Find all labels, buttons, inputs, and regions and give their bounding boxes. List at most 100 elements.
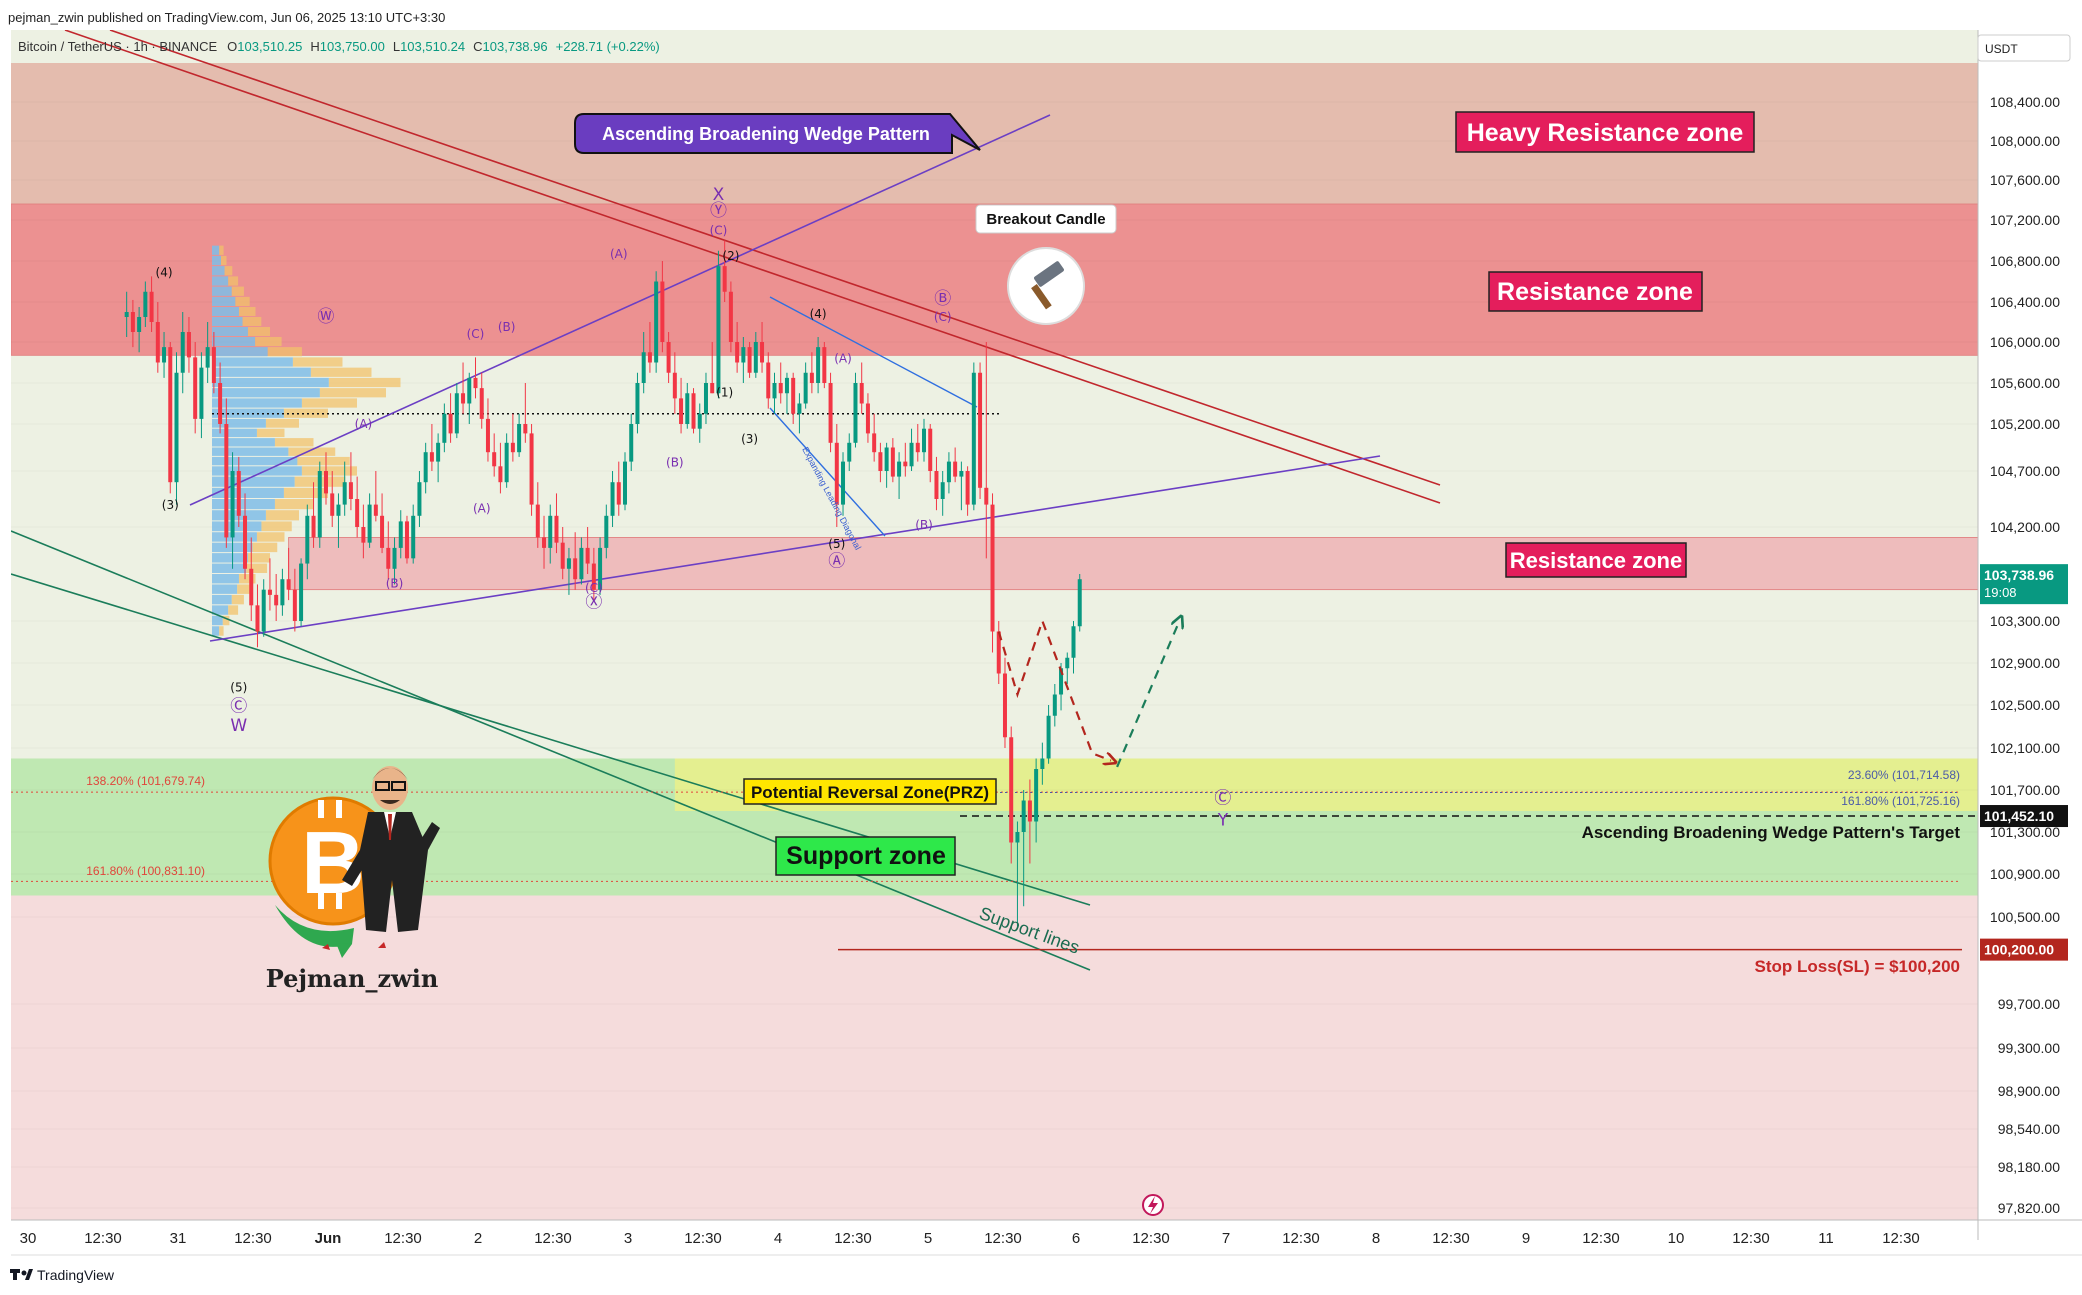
wedge-title: Ascending Broadening Wedge Pattern [602,124,930,144]
candle-body [872,433,877,453]
candle-body [1052,694,1057,716]
price-tick-label: 107,600.00 [1990,172,2060,188]
candle-body [510,442,515,453]
tradingview-brand: TradingView [37,1267,115,1283]
svg-text:USDT: USDT [1985,42,2018,56]
volume-bar-up [212,418,266,428]
currency-button[interactable]: USDT [1977,34,2071,62]
fib-138-label: 138.20% (101,679.74) [86,774,205,788]
volume-bar-down [301,466,357,476]
wave-label: (C) [585,581,603,595]
volume-bar-up [212,605,229,615]
volume-bar-up [212,398,302,408]
volume-bar-up [212,456,298,466]
candle-body [292,589,297,621]
candle-body [205,347,210,368]
volume-bar-up [212,574,239,584]
candle-body [772,383,777,399]
price-scale[interactable]: 108,400.00 108,000.00 107,600.00 107,200.00… [1977,30,2082,1240]
wave-label: (C) [467,327,485,341]
wave-label: (A) [834,352,852,366]
candle-body [162,347,167,363]
volume-bar-down [219,245,224,255]
candle-body [629,424,634,462]
volume-bar-up [212,367,311,377]
volume-bar-down [265,510,299,521]
candle-body [959,471,964,477]
svg-text:Resistance zone: Resistance zone [1510,548,1682,573]
candle-body [809,372,814,383]
candle-body [398,521,403,548]
wave-label: (A) [473,501,491,515]
time-tick-label: 31 [170,1230,187,1247]
volume-bar-up [212,594,232,605]
candle-body [1002,673,1007,738]
candle-body [186,332,191,358]
candle-body [535,504,540,538]
volume-bar-down [219,626,224,636]
volume-bar-down [283,408,328,418]
candle-body [984,487,989,505]
time-tick-label: 12:30 [384,1230,422,1247]
time-axis[interactable]: 30 12:30 31 12:30 Jun 12:30 2 12:30 3 12:30 4 12:30… [11,1219,2082,1256]
candle-body [168,347,173,483]
wave-label: (5) [230,680,247,694]
bearish-path [997,617,1111,761]
volume-bar-up [212,487,284,498]
candle-body [747,347,752,373]
candle-body [305,515,310,564]
hammer-icon [1031,261,1064,310]
tradingview-logo[interactable]: TradingView [10,1267,115,1283]
volume-bar-up [212,286,232,296]
candle-body [841,461,846,505]
candle-body [940,482,945,499]
volume-bar-down [235,296,250,306]
volume-bar-up [212,626,220,636]
candle-body [286,579,291,590]
event-flash-icon[interactable] [1142,1194,1164,1216]
time-tick-label: 12:30 [984,1230,1022,1247]
candle-body [517,424,522,453]
candle-body [610,482,615,516]
time-tick-label: 12:30 [84,1230,122,1247]
volume-bar-down [247,553,270,563]
volume-profile [212,245,1000,636]
wave-label: W [230,716,247,736]
wave-label: (A) [610,247,628,261]
time-tick-label: 4 [774,1230,782,1247]
volume-bar-up [212,296,236,306]
candle-body [485,418,490,453]
projection-paths [997,617,1180,768]
symbol-info[interactable]: Bitcoin / TetherUS · 1h · BINANCE O103,51… [18,39,660,54]
candle-body [928,428,933,471]
volume-bar-down [247,327,270,336]
candle-body [890,447,895,477]
candle-body [230,471,235,538]
price-tick-label: 98,180.00 [1998,1159,2060,1175]
volume-bar-up [212,553,248,563]
candle-body [778,383,783,394]
volume-bar-down [238,574,256,584]
candle-body [1027,800,1032,822]
wave-label: Ⓑ [934,289,951,309]
volume-bar-down [288,447,336,456]
candle-body [679,398,684,424]
candle-body [1040,758,1045,769]
candle-body [317,471,322,538]
candle-body [1015,832,1020,843]
candle-body [280,579,285,606]
price-tick-label: 98,540.00 [1998,1121,2060,1137]
volume-bar-down [231,594,244,605]
price-tick-label: 106,000.00 [1990,334,2060,350]
candle-body [411,515,416,559]
candle-body [199,367,204,419]
breakout-candle-label: Breakout Candle [975,204,1117,325]
candle-body [728,291,733,342]
svg-text:Heavy Resistance zone: Heavy Resistance zone [1467,119,1744,147]
time-tick-label: 12:30 [1732,1230,1770,1247]
volume-bar-down [228,605,239,615]
candle-body [710,383,715,394]
wave-label: X [713,185,725,205]
price-tick-label: 106,400.00 [1990,294,2060,310]
fib-236-label: 23.60% (101,714.58) [1848,768,1960,782]
